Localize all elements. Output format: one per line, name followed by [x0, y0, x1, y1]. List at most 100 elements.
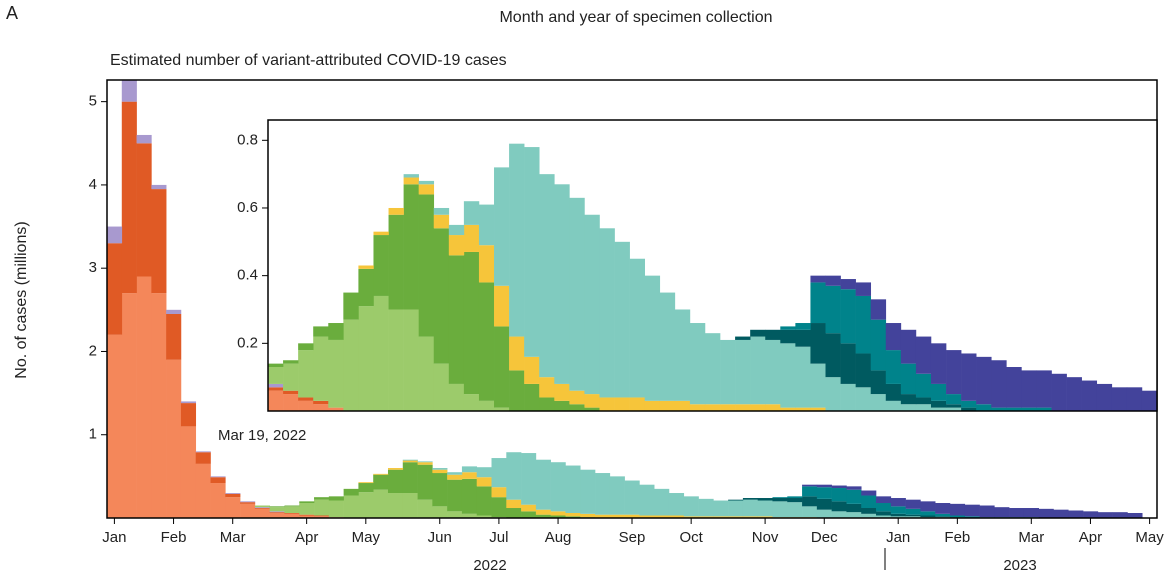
inset-bar-segment — [403, 184, 419, 310]
inset-bar-segment — [448, 255, 465, 384]
bar-segment — [757, 498, 773, 501]
bar-segment — [816, 484, 832, 488]
inset-bar-segment — [795, 407, 811, 411]
x-tick-label: Jan — [886, 529, 910, 546]
inset-bar-segment — [403, 177, 419, 185]
bar-segment — [535, 514, 551, 518]
inset-bar-segment — [283, 363, 299, 391]
inset-bar-segment — [539, 377, 555, 398]
inset-frame — [267, 119, 1158, 412]
bar-segment — [447, 511, 463, 518]
bar-segment — [624, 480, 640, 515]
bar-segment — [506, 499, 522, 509]
inset-bar-segment — [870, 370, 887, 395]
inset-bar-segment — [930, 407, 947, 411]
inset-bar-segment — [810, 323, 826, 364]
inset-bar-segment — [463, 201, 480, 225]
inset-bar-segment — [478, 204, 495, 246]
inset-bar-segment — [795, 323, 811, 330]
bar-segment — [121, 101, 137, 294]
inset-bar-segment — [418, 184, 435, 195]
bar-segment — [314, 497, 330, 500]
bar-segment — [225, 493, 241, 494]
inset-bar-segment — [313, 404, 329, 411]
bar-segment — [876, 515, 892, 518]
bar-segment — [846, 512, 862, 518]
bar-segment — [846, 489, 862, 504]
inset-bar-segment — [900, 363, 917, 395]
bar-segment — [136, 276, 152, 518]
bar-segment — [802, 496, 818, 507]
bar-segment — [802, 486, 818, 497]
inset-bar-segment — [599, 228, 615, 398]
inset-bar-segment — [915, 404, 932, 411]
bar-segment — [935, 516, 951, 518]
bar-segment — [521, 453, 537, 505]
bar-segment — [861, 490, 877, 496]
inset-bar-segment — [1051, 373, 1067, 411]
bar-segment — [210, 483, 226, 518]
inset-bar-segment — [840, 343, 856, 384]
inset-bar-segment — [373, 235, 389, 296]
bar-segment — [890, 513, 906, 517]
inset-bar-segment — [930, 343, 947, 384]
bar-segment — [387, 469, 404, 494]
bar-segment — [831, 488, 847, 502]
bar-segment — [935, 513, 951, 517]
inset-bar-segment — [795, 329, 811, 347]
bar-segment — [742, 498, 759, 500]
bar-segment — [417, 461, 433, 463]
bar-segment — [668, 515, 685, 518]
inset-bar-segment — [343, 292, 359, 320]
inset-bar-segment — [885, 350, 902, 384]
inset-bar-segment — [584, 394, 600, 408]
inset-bar-segment — [765, 329, 781, 340]
inset-bar-segment — [614, 397, 630, 411]
bar-segment — [254, 508, 270, 509]
bar-segment — [1068, 510, 1084, 518]
bar-segment — [476, 467, 492, 478]
bar-segment — [461, 478, 478, 514]
bar-segment — [1009, 508, 1025, 518]
bar-segment — [107, 243, 123, 335]
bar-segment — [565, 516, 581, 518]
bar-segment — [964, 516, 980, 518]
bar-segment — [269, 512, 285, 514]
x-tick-label: Aug — [545, 529, 572, 546]
bar-segment — [1097, 512, 1113, 518]
bar-segment — [949, 515, 966, 518]
inset-bar-segment — [840, 289, 856, 344]
bar-segment — [269, 507, 285, 512]
bar-segment — [447, 474, 463, 480]
inset-bar-segment — [870, 319, 887, 371]
inset-bar-segment — [313, 400, 329, 405]
inset-bar-segment — [373, 231, 389, 236]
inset-bar-segment — [961, 353, 977, 401]
bar-segment — [861, 508, 877, 514]
bar-segment — [1127, 513, 1143, 518]
inset-bar-segment — [1066, 377, 1082, 411]
bar-segment — [639, 515, 655, 518]
x-tick-label: Nov — [752, 529, 779, 546]
bar-segment — [905, 499, 921, 509]
inset-bar-segment — [358, 268, 374, 307]
bar-segment — [358, 483, 374, 493]
inset-bar-segment — [1021, 370, 1037, 408]
y-tick-label: 5 — [89, 93, 97, 110]
bar-segment — [521, 511, 537, 518]
inset-bar-segment — [900, 329, 917, 364]
inset-bar-segment — [795, 346, 811, 408]
x-tick-label: Oct — [679, 529, 703, 546]
bar-segment — [299, 514, 315, 516]
bar-segment — [742, 516, 759, 518]
bar-segment — [432, 469, 448, 474]
bar-segment — [240, 503, 256, 518]
bar-segment — [151, 189, 167, 294]
bar-segment — [1112, 512, 1128, 518]
inset-bar-segment — [494, 167, 510, 286]
inset-bar-segment — [689, 323, 706, 405]
bar-segment — [757, 500, 773, 517]
inset-bar-segment — [268, 390, 284, 411]
bar-segment — [254, 507, 270, 509]
bar-segment — [698, 516, 714, 518]
